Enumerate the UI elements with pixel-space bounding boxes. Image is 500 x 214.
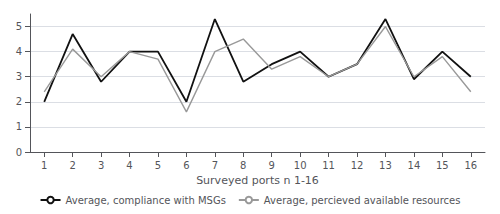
svg-text:1: 1 — [41, 160, 47, 171]
svg-text:3: 3 — [98, 160, 104, 171]
svg-text:8: 8 — [240, 160, 246, 171]
svg-text:6: 6 — [183, 160, 189, 171]
svg-text:12: 12 — [351, 160, 364, 171]
svg-text:Surveyed ports n 1-16: Surveyed ports n 1-16 — [196, 174, 319, 187]
svg-text:5: 5 — [155, 160, 161, 171]
svg-text:11: 11 — [322, 160, 335, 171]
svg-text:1: 1 — [16, 121, 22, 132]
svg-text:4: 4 — [126, 160, 132, 171]
svg-text:16: 16 — [464, 160, 477, 171]
svg-text:2: 2 — [16, 96, 22, 107]
svg-text:4: 4 — [16, 46, 22, 57]
svg-text:Average, compliance with MSGs: Average, compliance with MSGs — [66, 195, 226, 206]
svg-text:5: 5 — [16, 21, 22, 32]
svg-text:14: 14 — [408, 160, 421, 171]
svg-text:10: 10 — [294, 160, 307, 171]
svg-text:0: 0 — [16, 147, 22, 158]
svg-text:13: 13 — [379, 160, 392, 171]
svg-text:3: 3 — [16, 71, 22, 82]
svg-text:Average, percieved available r: Average, percieved available resources — [264, 195, 461, 206]
svg-text:9: 9 — [269, 160, 275, 171]
svg-text:2: 2 — [69, 160, 75, 171]
svg-text:7: 7 — [212, 160, 218, 171]
svg-text:15: 15 — [436, 160, 449, 171]
